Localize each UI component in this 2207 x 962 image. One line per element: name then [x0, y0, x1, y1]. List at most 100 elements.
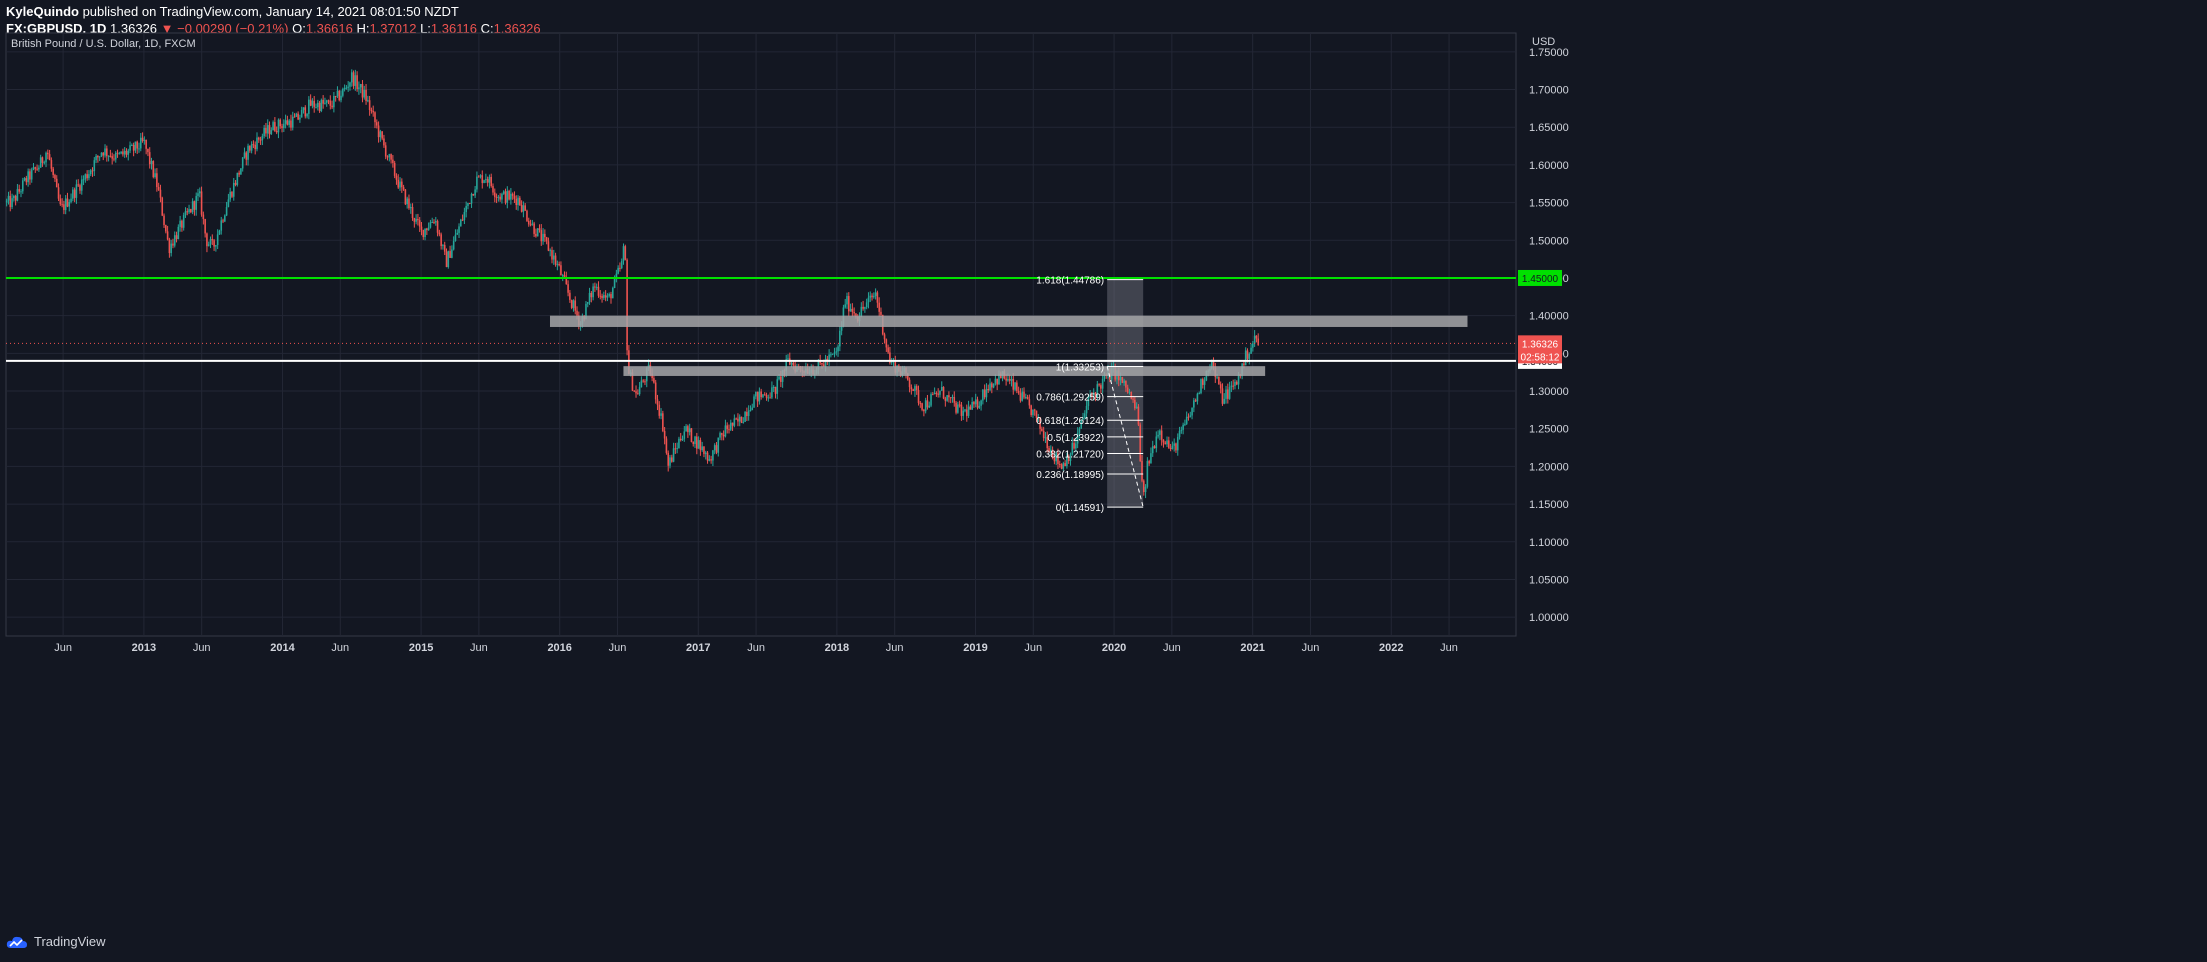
candle-body	[64, 198, 67, 211]
x-tick-label: Jun	[747, 642, 765, 654]
candle-body	[465, 206, 467, 213]
candle-body	[1221, 388, 1224, 404]
candle-body	[1016, 382, 1018, 391]
candle-body	[871, 295, 873, 298]
candle-body	[780, 376, 782, 382]
candle-body	[887, 347, 889, 353]
candle-body	[1228, 386, 1231, 399]
candle-body	[304, 107, 307, 117]
candle-body	[1091, 395, 1093, 397]
candle-body	[713, 445, 716, 451]
candle-body	[13, 195, 15, 199]
candle-body	[486, 179, 489, 183]
candle-body	[697, 440, 700, 449]
candle-body	[585, 303, 587, 320]
y-tick-label: 1.55000	[1529, 198, 1569, 210]
candle-body	[737, 418, 739, 422]
candle-body	[1039, 417, 1041, 429]
candle-body	[547, 241, 550, 251]
candle-body	[367, 100, 369, 102]
candle-body	[687, 426, 689, 433]
author-name[interactable]: KyleQuindo	[6, 4, 79, 19]
candle-body	[57, 187, 60, 199]
candle-body	[1046, 437, 1049, 449]
last-price-tag	[1518, 335, 1562, 364]
candle-body	[402, 187, 405, 190]
candle-body	[619, 267, 621, 269]
candle-body	[200, 191, 203, 215]
candle-body	[25, 178, 28, 183]
fibonacci-retracement-box[interactable]	[1107, 279, 1144, 508]
y-tick-label: 1.25000	[1529, 424, 1569, 436]
candle-body	[833, 352, 836, 354]
candle-body	[828, 354, 830, 362]
candle-body	[544, 233, 546, 238]
resistance-zone[interactable]	[623, 366, 1266, 376]
candle-body	[161, 197, 164, 216]
candle-body	[170, 243, 172, 254]
fibonacci-level-label: 1.618(1.44786)	[1036, 276, 1104, 287]
candle-body	[1210, 359, 1213, 369]
candle-body	[753, 396, 755, 408]
tradingview-branding[interactable]: TradingView	[6, 934, 106, 949]
candle-body	[992, 383, 995, 388]
candle-body	[1203, 380, 1206, 385]
candle-body	[906, 373, 909, 380]
candle-body	[558, 264, 560, 266]
candle-body	[982, 389, 984, 401]
candle-body	[569, 292, 571, 300]
candle-body	[163, 215, 165, 226]
candle-body	[1080, 419, 1083, 429]
candle-body	[47, 152, 49, 155]
open-value: 1.36616	[305, 21, 353, 36]
candle-body	[316, 102, 319, 108]
candle-body	[1076, 433, 1079, 444]
price-level-label: 1.45000	[1522, 274, 1559, 285]
candle-body	[1198, 393, 1201, 395]
candle-body	[830, 354, 832, 356]
candle-body	[284, 120, 287, 124]
fibonacci-level-label: 0.236(1.18995)	[1036, 470, 1104, 481]
candle-body	[696, 436, 698, 449]
candle-body	[1021, 391, 1024, 401]
fibonacci-level-label: 0.786(1.29259)	[1036, 393, 1104, 404]
candle-body	[1119, 377, 1122, 381]
resistance-zone[interactable]	[549, 315, 1468, 327]
plot-area[interactable]	[5, 32, 1517, 637]
candle-body	[1248, 353, 1251, 359]
candle-body	[529, 224, 532, 226]
candle-body	[254, 144, 257, 150]
candle-body	[604, 295, 607, 298]
candle-body	[733, 418, 736, 426]
candle-body	[923, 409, 925, 412]
candle-body	[470, 193, 473, 204]
candle-body	[933, 392, 936, 395]
candle-body	[917, 390, 920, 403]
candle-body	[662, 413, 664, 431]
candle-body	[91, 170, 94, 172]
candle-body	[572, 300, 575, 308]
candle-body	[738, 416, 741, 422]
candle-body	[375, 122, 378, 126]
x-tick-label: 2018	[825, 642, 849, 654]
high-value: 1.37012	[369, 21, 417, 36]
candle-body	[172, 243, 174, 246]
open-label: O:	[292, 21, 306, 36]
candle-body	[1243, 363, 1245, 366]
candle-body	[760, 391, 762, 398]
candle-body	[184, 211, 187, 216]
candle-body	[1173, 443, 1175, 446]
candle-body	[962, 410, 965, 416]
candle-body	[274, 122, 276, 132]
candle-body	[104, 148, 106, 156]
candle-body	[481, 175, 484, 184]
candle-body	[1166, 440, 1168, 445]
candle-body	[157, 187, 160, 190]
candle-body	[735, 418, 737, 420]
candle-body	[5, 200, 8, 203]
candle-body	[821, 362, 823, 365]
candle-body	[495, 196, 498, 198]
candle-body	[213, 240, 215, 247]
y-tick-label: 1.75000	[1529, 47, 1569, 59]
